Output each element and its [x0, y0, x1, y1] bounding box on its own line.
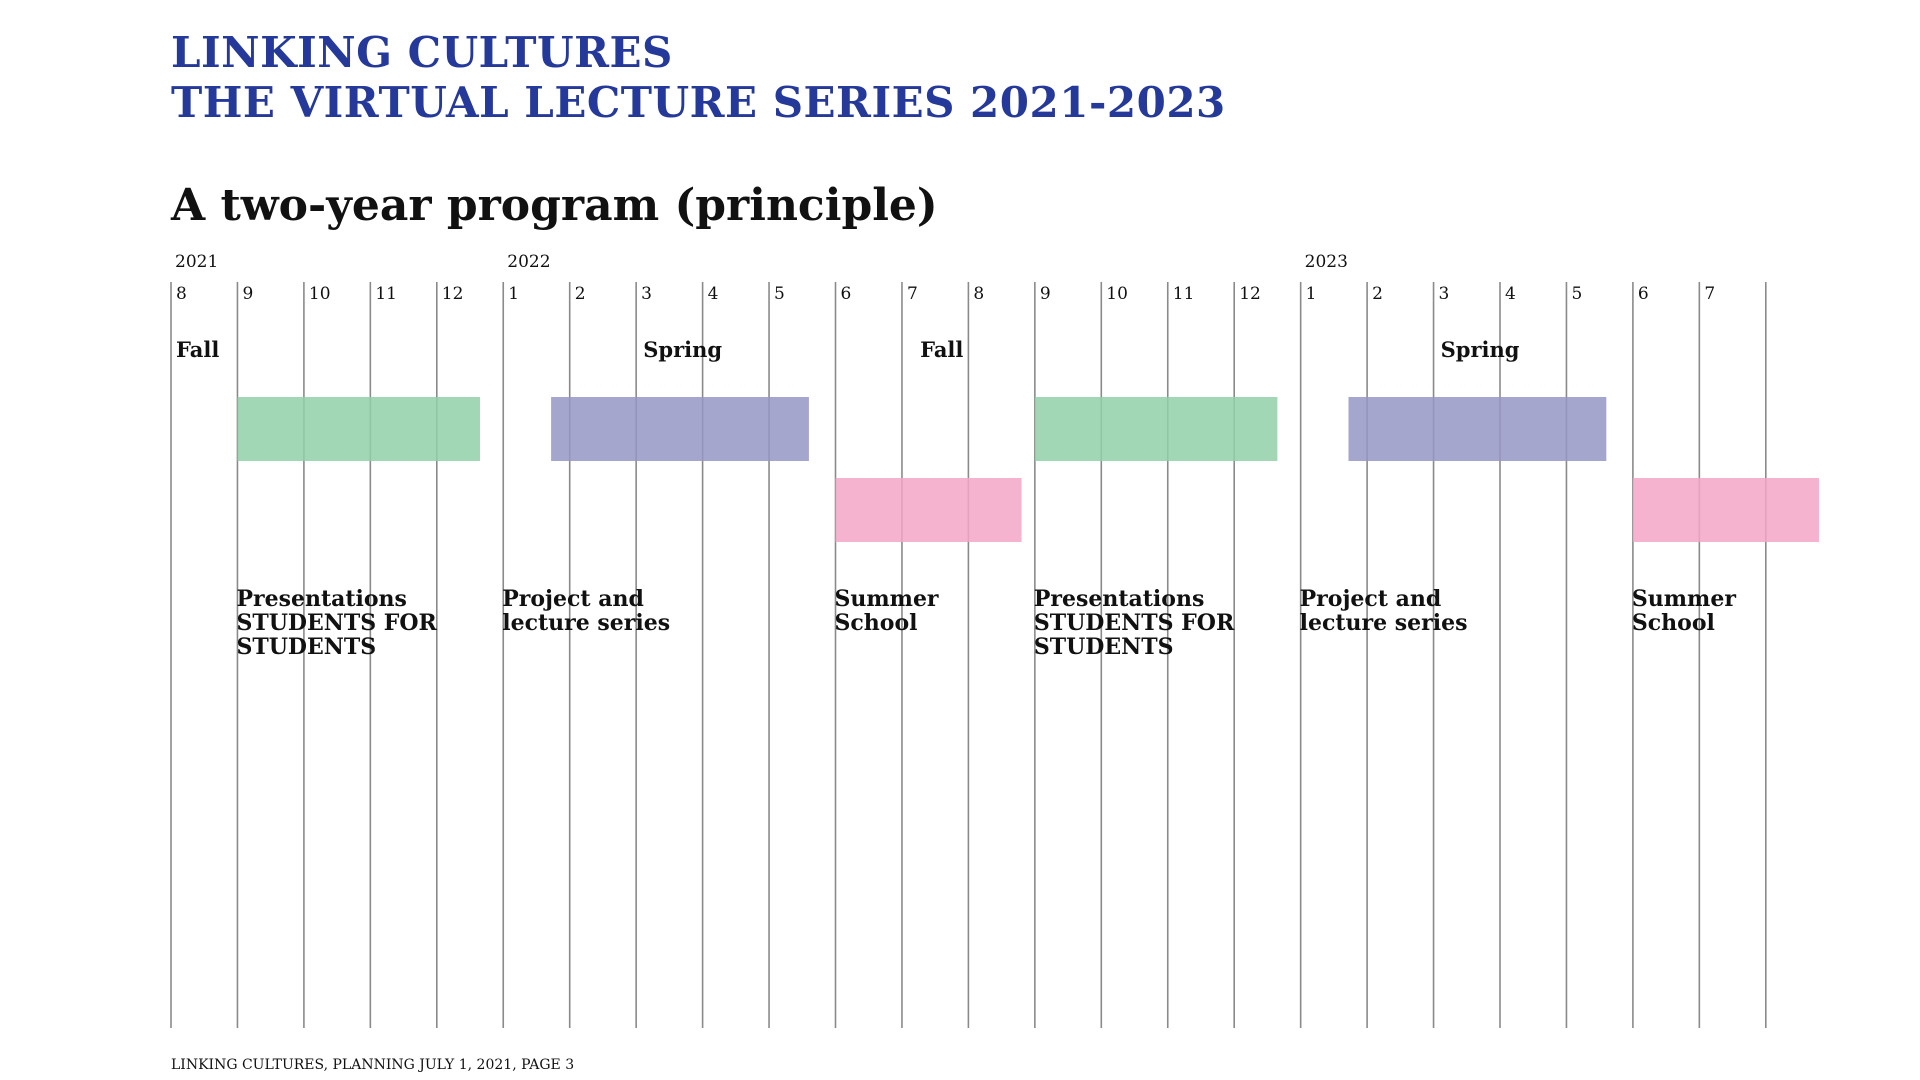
month-label: 10 [1106, 284, 1128, 304]
month-label: 12 [442, 284, 464, 304]
year-label: 2021 [175, 252, 218, 272]
month-label: 7 [1704, 284, 1715, 304]
activity-label: Project and lecture series [502, 586, 670, 636]
year-label: 2022 [507, 252, 550, 272]
month-label: 6 [841, 284, 852, 304]
year-label: 2023 [1305, 252, 1348, 272]
month-label: 9 [242, 284, 253, 304]
month-label: 8 [176, 284, 187, 304]
season-label: Spring [643, 337, 722, 362]
activity-label-line: Summer [1632, 586, 1736, 612]
season-label: Fall [920, 337, 963, 362]
activity-label-line: lecture series [502, 610, 670, 636]
activity-label-line: STUDENTS FOR [1034, 610, 1235, 636]
activity-label-line: STUDENTS [236, 634, 376, 660]
activity-bar [1348, 397, 1607, 461]
month-label: 10 [309, 284, 331, 304]
month-label: 5 [1571, 284, 1582, 304]
month-label: 9 [1040, 284, 1051, 304]
month-label: 6 [1638, 284, 1649, 304]
activity-label-line: lecture series [1300, 610, 1468, 636]
page-subtitle: A two-year program (principle) [171, 180, 938, 231]
month-label: 7 [907, 284, 918, 304]
page-title: LINKING CULTURES THE VIRTUAL LECTURE SER… [171, 28, 1226, 128]
month-label: 11 [1173, 284, 1195, 304]
activity-label-line: School [1632, 610, 1715, 636]
activity-label: Summer School [1632, 586, 1736, 636]
page-footer: LINKING CULTURES, PLANNING JULY 1, 2021,… [171, 1057, 575, 1073]
activity-label-line: STUDENTS [1034, 634, 1174, 660]
month-label: 4 [1505, 284, 1516, 304]
activity-label-line: Project and [1300, 586, 1442, 612]
activity-label-line: Presentations [1034, 586, 1205, 612]
month-label: 8 [973, 284, 984, 304]
month-gridlines [170, 282, 1767, 1028]
month-label: 1 [1306, 284, 1317, 304]
month-label: 2 [1372, 284, 1383, 304]
month-label: 1 [508, 284, 519, 304]
activity-label: Summer School [835, 586, 939, 636]
month-label: 4 [708, 284, 719, 304]
activity-label: Project and lecture series [1300, 586, 1468, 636]
activity-label-line: School [835, 610, 918, 636]
activity-label: Presentations STUDENTS FOR STUDENTS [236, 586, 437, 660]
activity-bar [835, 478, 1022, 542]
month-label: 3 [641, 284, 652, 304]
month-label: 3 [1439, 284, 1450, 304]
activity-bar [1034, 397, 1278, 461]
season-label: Spring [1441, 337, 1520, 362]
activity-label-line: STUDENTS FOR [236, 610, 437, 636]
month-label: 5 [774, 284, 785, 304]
activity-label-line: Presentations [236, 586, 407, 612]
activity-bar [551, 397, 809, 461]
season-label: Fall [176, 337, 219, 362]
activity-label-line: Project and [502, 586, 644, 612]
activity-label-line: Summer [835, 586, 939, 612]
title-line-2: THE VIRTUAL LECTURE SERIES 2021-2023 [171, 78, 1226, 127]
month-label: 11 [375, 284, 397, 304]
month-label: 2 [575, 284, 586, 304]
month-label: 12 [1239, 284, 1261, 304]
activity-bar [237, 397, 480, 461]
activity-bars [237, 397, 1819, 542]
activity-bar [1632, 478, 1819, 542]
title-line-1: LINKING CULTURES [171, 28, 673, 77]
activity-label: Presentations STUDENTS FOR STUDENTS [1034, 586, 1235, 660]
